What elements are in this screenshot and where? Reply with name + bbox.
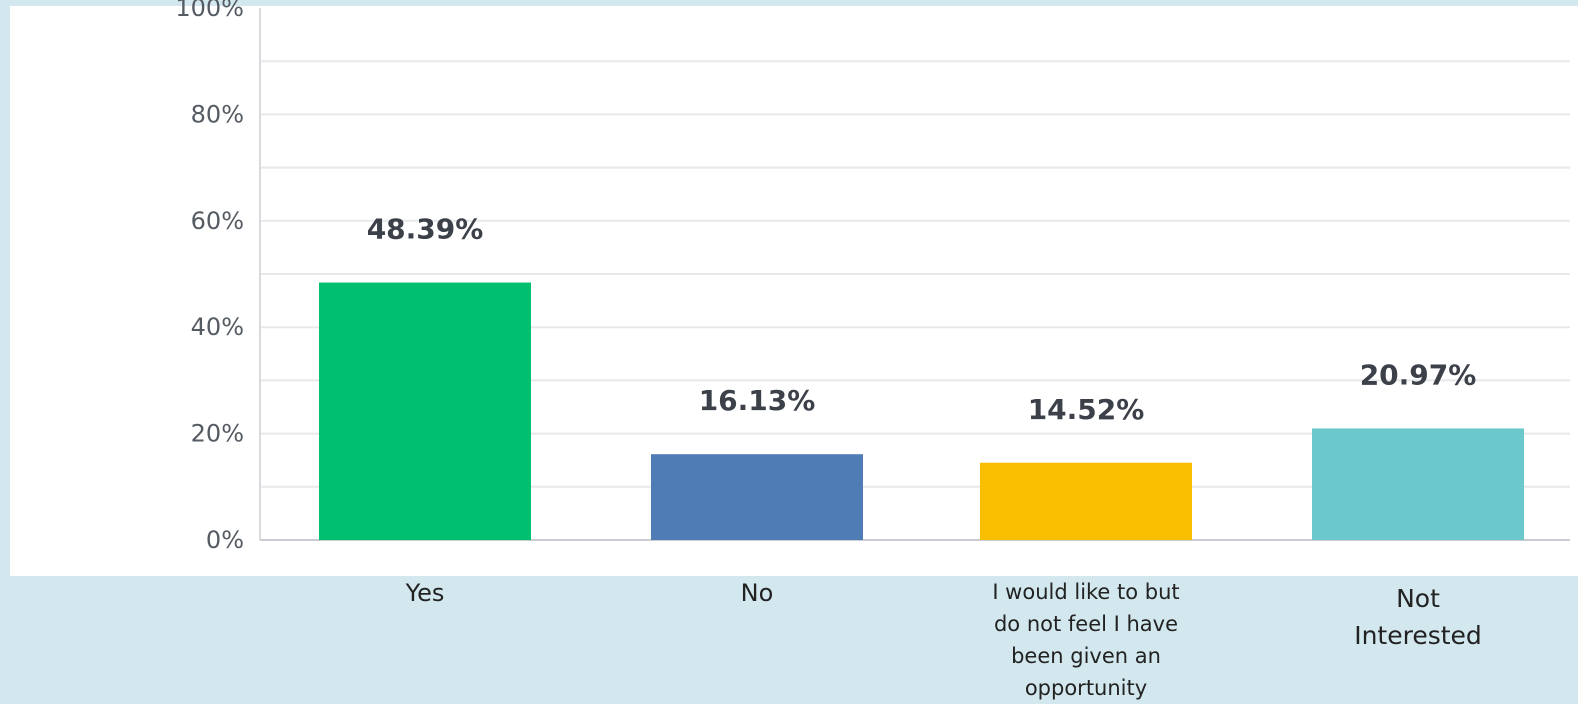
category-label-line: do not feel I have	[993, 612, 1179, 636]
data-label: 14.52%	[1028, 393, 1145, 426]
y-tick-label: 0%	[206, 526, 244, 554]
category-label-line: No	[740, 579, 774, 607]
y-tick-label: 80%	[191, 100, 244, 128]
y-tick-label: 60%	[191, 207, 244, 235]
category-label-line: Yes	[405, 579, 445, 607]
data-label: 48.39%	[367, 213, 484, 246]
bar-1	[319, 282, 531, 540]
bar-2	[651, 454, 863, 540]
y-tick-label: 20%	[191, 420, 244, 448]
category-label: Not Interested	[1268, 580, 1568, 654]
category-label-line: Interested	[1354, 621, 1482, 650]
category-label: I would like to but do not feel I have bee…	[936, 576, 1236, 704]
y-tick-label: 100%	[175, 0, 244, 22]
bar-4	[1312, 428, 1524, 540]
category-label-line: Not	[1396, 584, 1440, 613]
category-label-line: opportunity	[1024, 676, 1148, 700]
category-label-line: been given an	[1011, 644, 1161, 668]
data-label: 20.97%	[1360, 358, 1477, 391]
category-label: No	[607, 578, 907, 608]
data-label: 16.13%	[699, 384, 816, 417]
category-label-line: I would like to but	[992, 580, 1180, 604]
y-tick-label: 40%	[191, 313, 244, 341]
category-label: Yes	[275, 578, 575, 608]
bar-3	[980, 462, 1192, 540]
